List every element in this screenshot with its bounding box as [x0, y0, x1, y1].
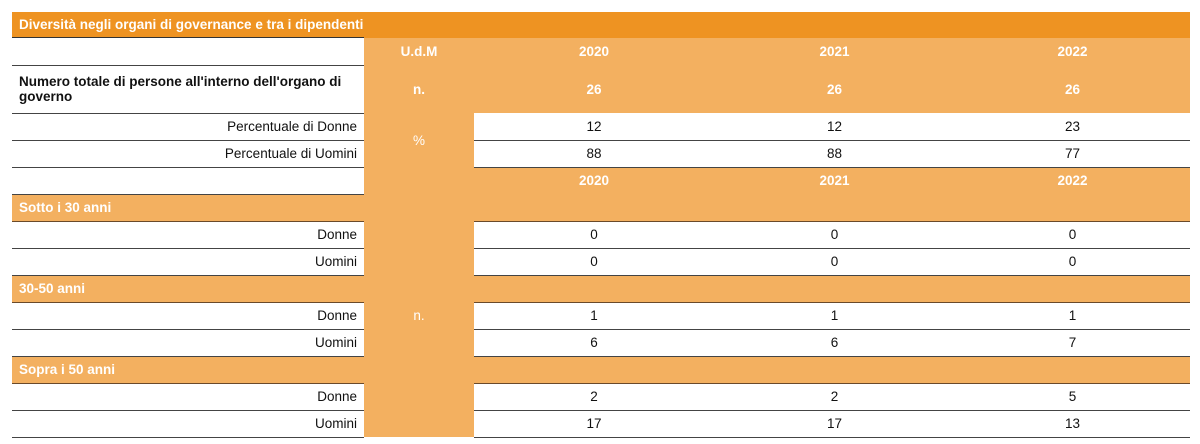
section-label: Sotto i 30 anni — [12, 194, 364, 222]
row-label: Donne — [12, 221, 364, 249]
value-cell: 6 — [474, 329, 714, 357]
table-title: Diversità negli organi di governance e t… — [12, 12, 364, 38]
section-fill — [474, 356, 1190, 384]
value-cell: 26 — [474, 65, 714, 113]
table-row: Uomini 17 17 13 — [12, 410, 1190, 438]
value-cell: 26 — [955, 65, 1190, 113]
header-empty — [12, 38, 364, 66]
table-row: Uomini 0 0 0 — [12, 248, 1190, 276]
value-cell: 0 — [474, 221, 714, 249]
row-label: Uomini — [12, 329, 364, 357]
row-label: Percentuale di Uomini — [12, 140, 364, 168]
header-row: 2020 2021 2022 — [12, 167, 1190, 195]
table-row: Percentuale di Donne % 12 12 23 — [12, 113, 1190, 167]
section-row: Sotto i 30 anni n. — [12, 194, 1190, 437]
value-cell: 2 — [714, 383, 955, 411]
udm-cell: n. — [364, 194, 474, 437]
table-row: Donne 2 2 5 — [12, 383, 1190, 411]
value-cell: 88 — [474, 140, 714, 168]
row-label: Numero totale di persone all'interno del… — [12, 65, 364, 114]
section-row: Sopra i 50 anni — [12, 356, 1190, 384]
header-year: 2021 — [714, 38, 955, 65]
header-year: 2020 — [474, 167, 714, 194]
udm-cell: % — [364, 113, 474, 167]
row-label: Donne — [12, 302, 364, 330]
table-row: Numero totale di persone all'interno del… — [12, 65, 1190, 114]
value-cell: 1 — [474, 302, 714, 330]
table-row: Percentuale di Uomini 88 88 77 — [12, 140, 1190, 168]
table-title-bar: Diversità negli organi di governance e t… — [12, 12, 1190, 38]
value-cell: 0 — [474, 248, 714, 276]
value-cell: 88 — [714, 140, 955, 168]
value-cell: 5 — [955, 383, 1190, 411]
header-year: 2022 — [955, 167, 1190, 194]
value-cell: 17 — [714, 410, 955, 438]
value-cell: 2 — [474, 383, 714, 411]
value-cell: 13 — [955, 410, 1190, 438]
value-cell: 0 — [955, 221, 1190, 249]
table-row: Donne 1 1 1 — [12, 302, 1190, 330]
value-cell: 12 — [474, 113, 714, 141]
header-udm: U.d.M — [364, 38, 474, 65]
row-label: Donne — [12, 383, 364, 411]
section-label: Sopra i 50 anni — [12, 356, 364, 384]
value-cell: 1 — [714, 302, 955, 330]
section-fill — [474, 275, 1190, 303]
table-row: Uomini 6 6 7 — [12, 329, 1190, 357]
value-cell: 12 — [714, 113, 955, 141]
value-cell: 77 — [955, 140, 1190, 168]
value-cell: 7 — [955, 329, 1190, 357]
row-label: Uomini — [12, 410, 364, 438]
header-year: 2020 — [474, 38, 714, 65]
value-cell: 1 — [955, 302, 1190, 330]
value-cell: 17 — [474, 410, 714, 438]
value-cell: 0 — [714, 221, 955, 249]
header-row: U.d.M 2020 2021 2022 — [12, 38, 1190, 66]
section-row: 30-50 anni — [12, 275, 1190, 303]
row-label: Uomini — [12, 248, 364, 276]
diversity-table: Diversità negli organi di governance e t… — [12, 12, 1190, 438]
value-cell: 0 — [955, 248, 1190, 276]
row-label: Percentuale di Donne — [12, 113, 364, 141]
value-cell: 0 — [714, 248, 955, 276]
value-cell: 23 — [955, 113, 1190, 141]
value-cell: 6 — [714, 329, 955, 357]
value-cell: 26 — [714, 65, 955, 113]
header-year: 2021 — [714, 167, 955, 194]
section-label: 30-50 anni — [12, 275, 364, 303]
table-row: Donne 0 0 0 — [12, 221, 1190, 249]
header-empty — [12, 167, 364, 195]
header-year: 2022 — [955, 38, 1190, 65]
section-fill — [474, 194, 1190, 222]
header-udm-empty — [364, 167, 474, 194]
udm-cell: n. — [364, 65, 474, 113]
